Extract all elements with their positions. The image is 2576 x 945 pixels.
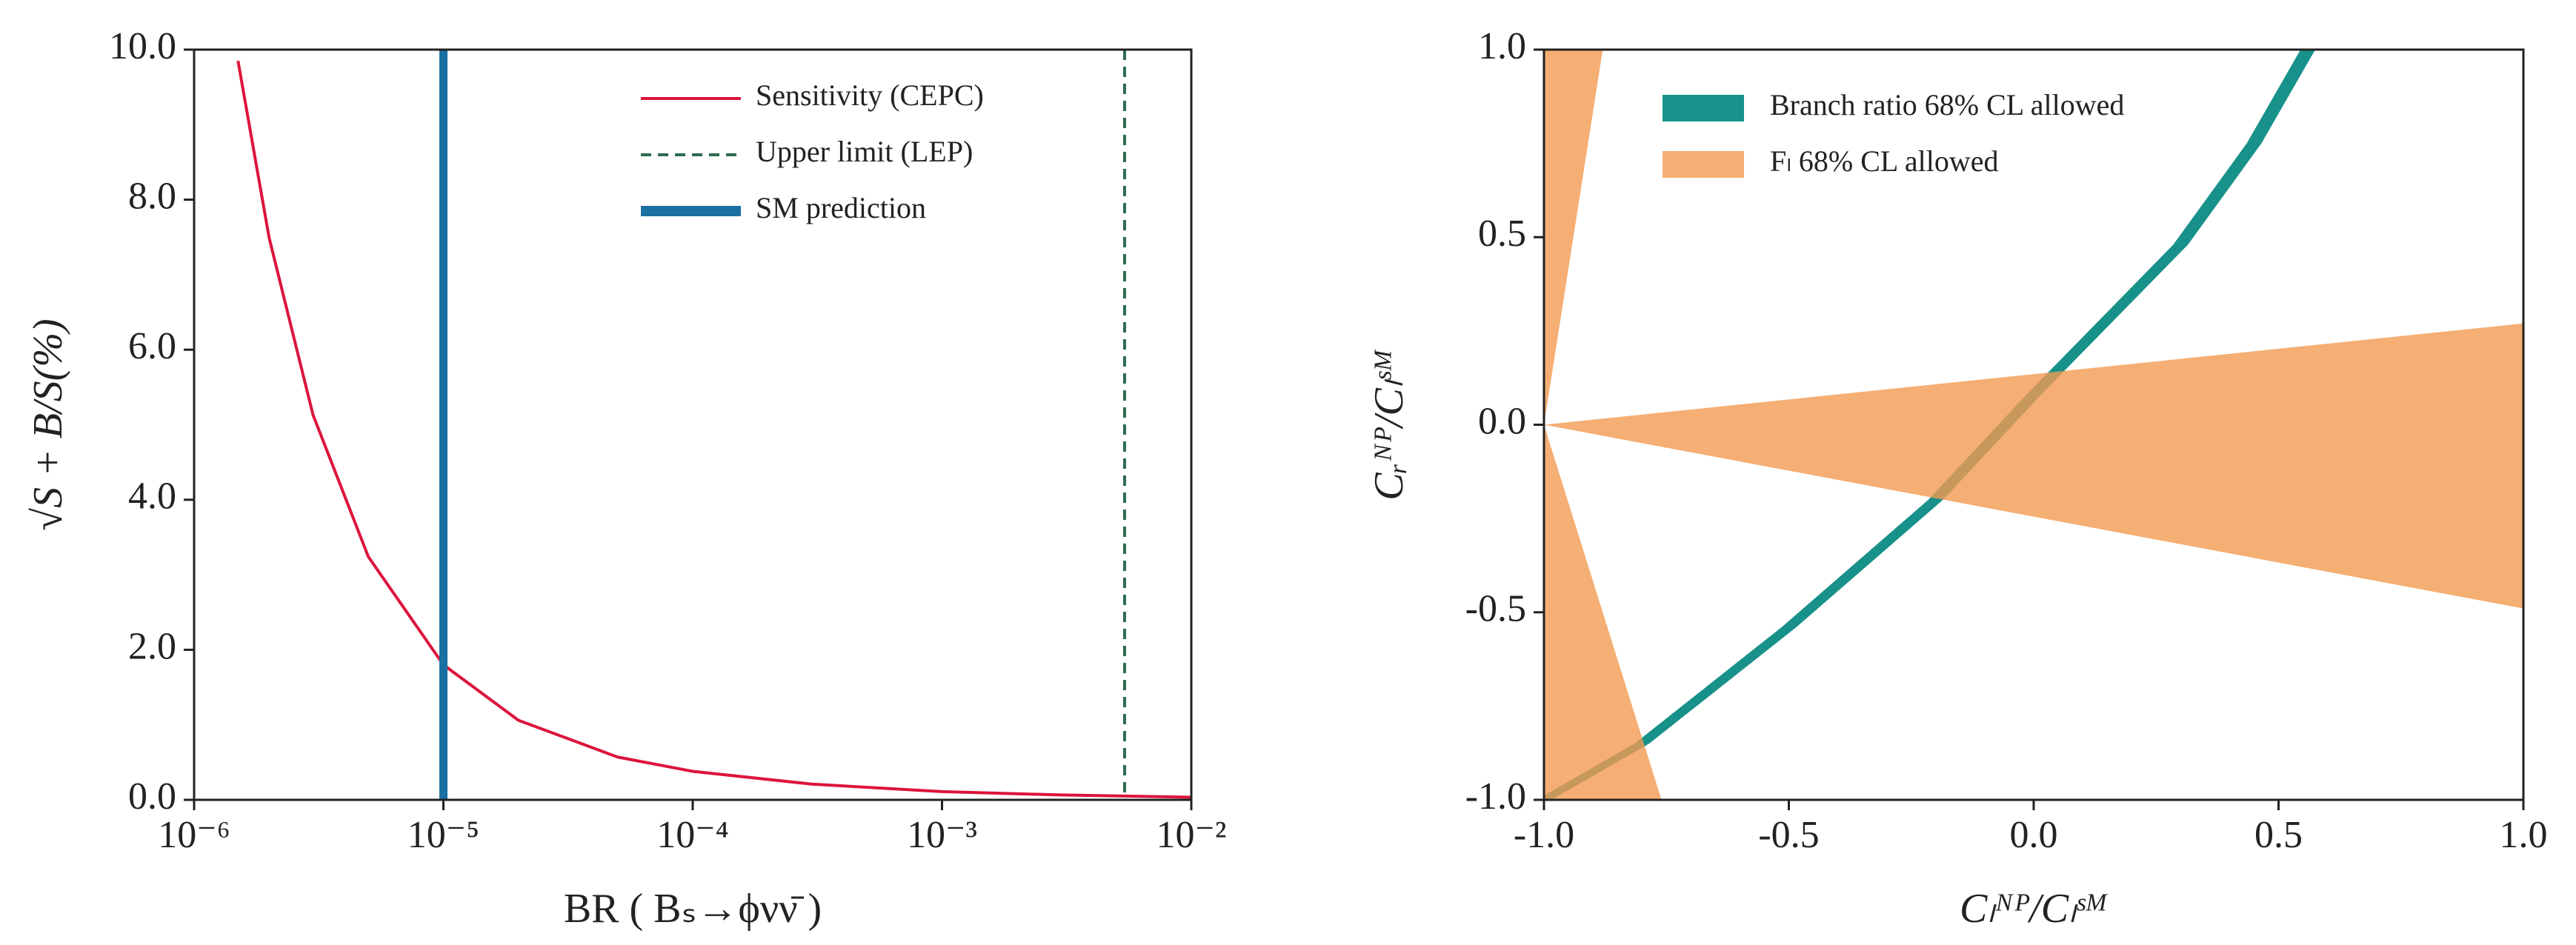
region bbox=[1544, 323, 2523, 609]
y-tick-label: 0.5 bbox=[1478, 213, 1526, 255]
x-tick-label: 10⁻² bbox=[1156, 814, 1226, 856]
x-tick-label: 10⁻⁴ bbox=[656, 814, 729, 856]
x-tick-label: 10⁻³ bbox=[907, 814, 977, 856]
x-tick-label: -1.0 bbox=[1514, 814, 1574, 856]
legend-label: Branch ratio 68% CL allowed bbox=[1770, 88, 2124, 121]
x-tick-label: 1.0 bbox=[2500, 814, 2548, 856]
legend-swatch bbox=[1663, 95, 1744, 121]
y-tick-label: 10.0 bbox=[109, 25, 176, 67]
legend-label: Fₗ 68% CL allowed bbox=[1770, 144, 1998, 178]
legend-swatch bbox=[1663, 151, 1744, 178]
y-tick-label: 2.0 bbox=[128, 625, 176, 667]
y-tick-label: -0.5 bbox=[1465, 588, 1526, 630]
data-line bbox=[236, 60, 1191, 799]
legend-label: Upper limit (LEP) bbox=[756, 135, 973, 168]
y-axis-label: Cᵣᴺᴾ/Cₗˢᴹ bbox=[1366, 349, 1412, 501]
y-tick-label: 4.0 bbox=[128, 475, 176, 518]
y-tick-label: 6.0 bbox=[128, 325, 176, 367]
y-tick-label: 8.0 bbox=[128, 176, 176, 218]
plot-area bbox=[236, 50, 1191, 800]
legend-label: SM prediction bbox=[756, 191, 926, 224]
legend-label: Sensitivity (CEPC) bbox=[756, 79, 984, 112]
x-tick-label: -0.5 bbox=[1758, 814, 1819, 856]
x-tick-label: 0.5 bbox=[2254, 814, 2303, 856]
region bbox=[1544, 424, 1662, 800]
axes-frame bbox=[193, 48, 1193, 801]
x-tick-label: 10⁻⁶ bbox=[158, 814, 230, 856]
x-tick-label: 0.0 bbox=[2010, 814, 2058, 856]
region bbox=[1544, 50, 1603, 425]
y-tick-label: -1.0 bbox=[1465, 775, 1526, 818]
x-tick-label: 10⁻⁵ bbox=[407, 814, 480, 856]
x-axis-label: BR ( Bₛ→ϕνν̄ ) bbox=[564, 886, 822, 932]
y-tick-label: 0.0 bbox=[128, 775, 176, 818]
x-axis-label: Cₗᴺᴾ/Cₗˢᴹ bbox=[1960, 886, 2108, 932]
y-tick-label: 0.0 bbox=[1478, 400, 1526, 442]
y-axis-label: √S + B/S(%) bbox=[25, 318, 71, 530]
plot-area bbox=[1544, 50, 2523, 800]
y-tick-label: 1.0 bbox=[1478, 25, 1526, 67]
